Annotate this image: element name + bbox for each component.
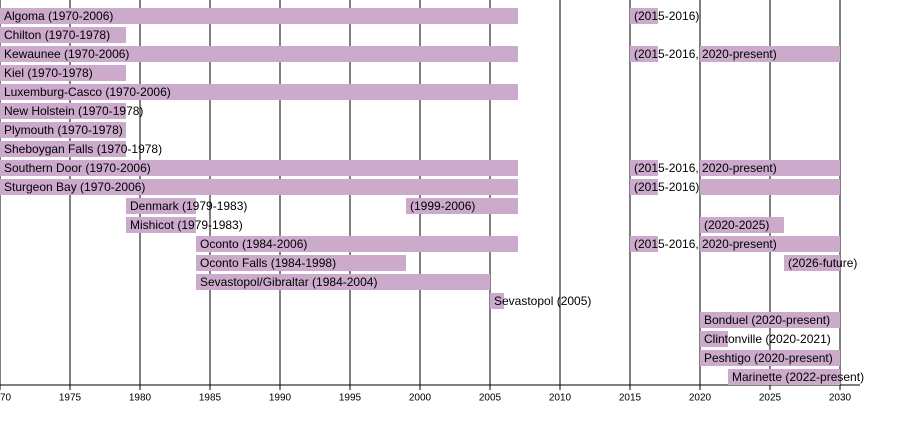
bar [196,255,406,271]
bar [490,293,504,309]
bar-label: Kiel (1970-1978) [4,66,93,80]
bar [700,46,840,62]
bar [700,179,840,195]
bar-label: Southern Door (1970-2006) [4,161,151,175]
bar [630,160,658,176]
bar-label: (2015-2016, 2020-present) [634,47,777,61]
bar-label: (2015-2016, 2020-present) [634,161,777,175]
x-tick-label: 2005 [479,393,502,404]
bar [0,46,518,62]
bar-label: (2015-2016) [634,180,699,194]
bar-label: Peshtigo (2020-present) [704,351,833,365]
bar [784,255,840,271]
bar-label: Bonduel (2020-present) [704,313,830,327]
bar [0,179,518,195]
bar [126,198,196,214]
bar [0,103,126,119]
bar [700,236,840,252]
bar [406,198,518,214]
x-tick-label: 1985 [199,393,222,404]
bar [700,160,840,176]
x-tick-label: 2010 [549,393,572,404]
bar-label: Kewaunee (1970-2006) [4,47,129,61]
bar [0,122,126,138]
bar [630,46,658,62]
bar-label: Marinette (2022-present) [732,370,864,384]
bar [0,84,518,100]
bar [0,8,518,24]
x-tick-label: 1990 [269,393,292,404]
bar [0,141,126,157]
x-tick-label: 1970 [0,393,12,404]
bar-label: Plymouth (1970-1978) [4,123,123,137]
x-tick-label: 2015 [619,393,642,404]
x-tick-label: 2000 [409,393,432,404]
bars [0,8,840,385]
bar-label: (1999-2006) [410,199,475,213]
bar [0,65,126,81]
bar-label: New Holstein (1970-1978) [4,104,143,118]
x-tick-label: 1975 [59,393,82,404]
bar [630,236,658,252]
bar [700,312,840,328]
x-tick-label: 1995 [339,393,362,404]
bar [126,217,196,233]
bar-label: (2026-future) [788,256,857,270]
bar-label: Denmark (1979-1983) [130,199,247,213]
bar-label: Algoma (1970-2006) [4,9,113,23]
labels: Algoma (1970-2006) (2015-2016) Chilton (19… [4,9,864,384]
x-tick-label: 2025 [759,393,782,404]
x-tick-label: 2030 [829,393,852,404]
bar [196,236,518,252]
bar [196,274,490,290]
bar [630,8,658,24]
bar-label: Oconto Falls (1984-1998) [200,256,336,270]
bar-label: Chilton (1970-1978) [4,28,110,42]
bar-label: (2015-2016) [634,9,699,23]
bar [700,331,728,347]
x-tick-label: 1980 [129,393,152,404]
x-tick-label: 2020 [689,393,712,404]
bar-label: Mishicot (1979-1983) [130,218,243,232]
bar-label: Sevastopol/Gibraltar (1984-2004) [200,275,377,289]
bar-label: (2020-2025) [704,218,769,232]
bar-label: Sevastopol (2005) [494,294,591,308]
bar-label: Sturgeon Bay (1970-2006) [4,180,145,194]
bar [0,27,126,43]
bar-label: Luxemburg-Casco (1970-2006) [4,85,171,99]
bar [630,179,658,195]
bar [700,350,840,366]
bar [728,369,840,385]
bar-label: (2015-2016, 2020-present) [634,237,777,251]
bar-label: Sheboygan Falls (1970-1978) [4,142,162,156]
bar [700,217,784,233]
bar-label: Oconto (1984-2006) [200,237,307,251]
bar-label: Clintonville (2020-2021) [704,332,831,346]
bar [0,160,518,176]
